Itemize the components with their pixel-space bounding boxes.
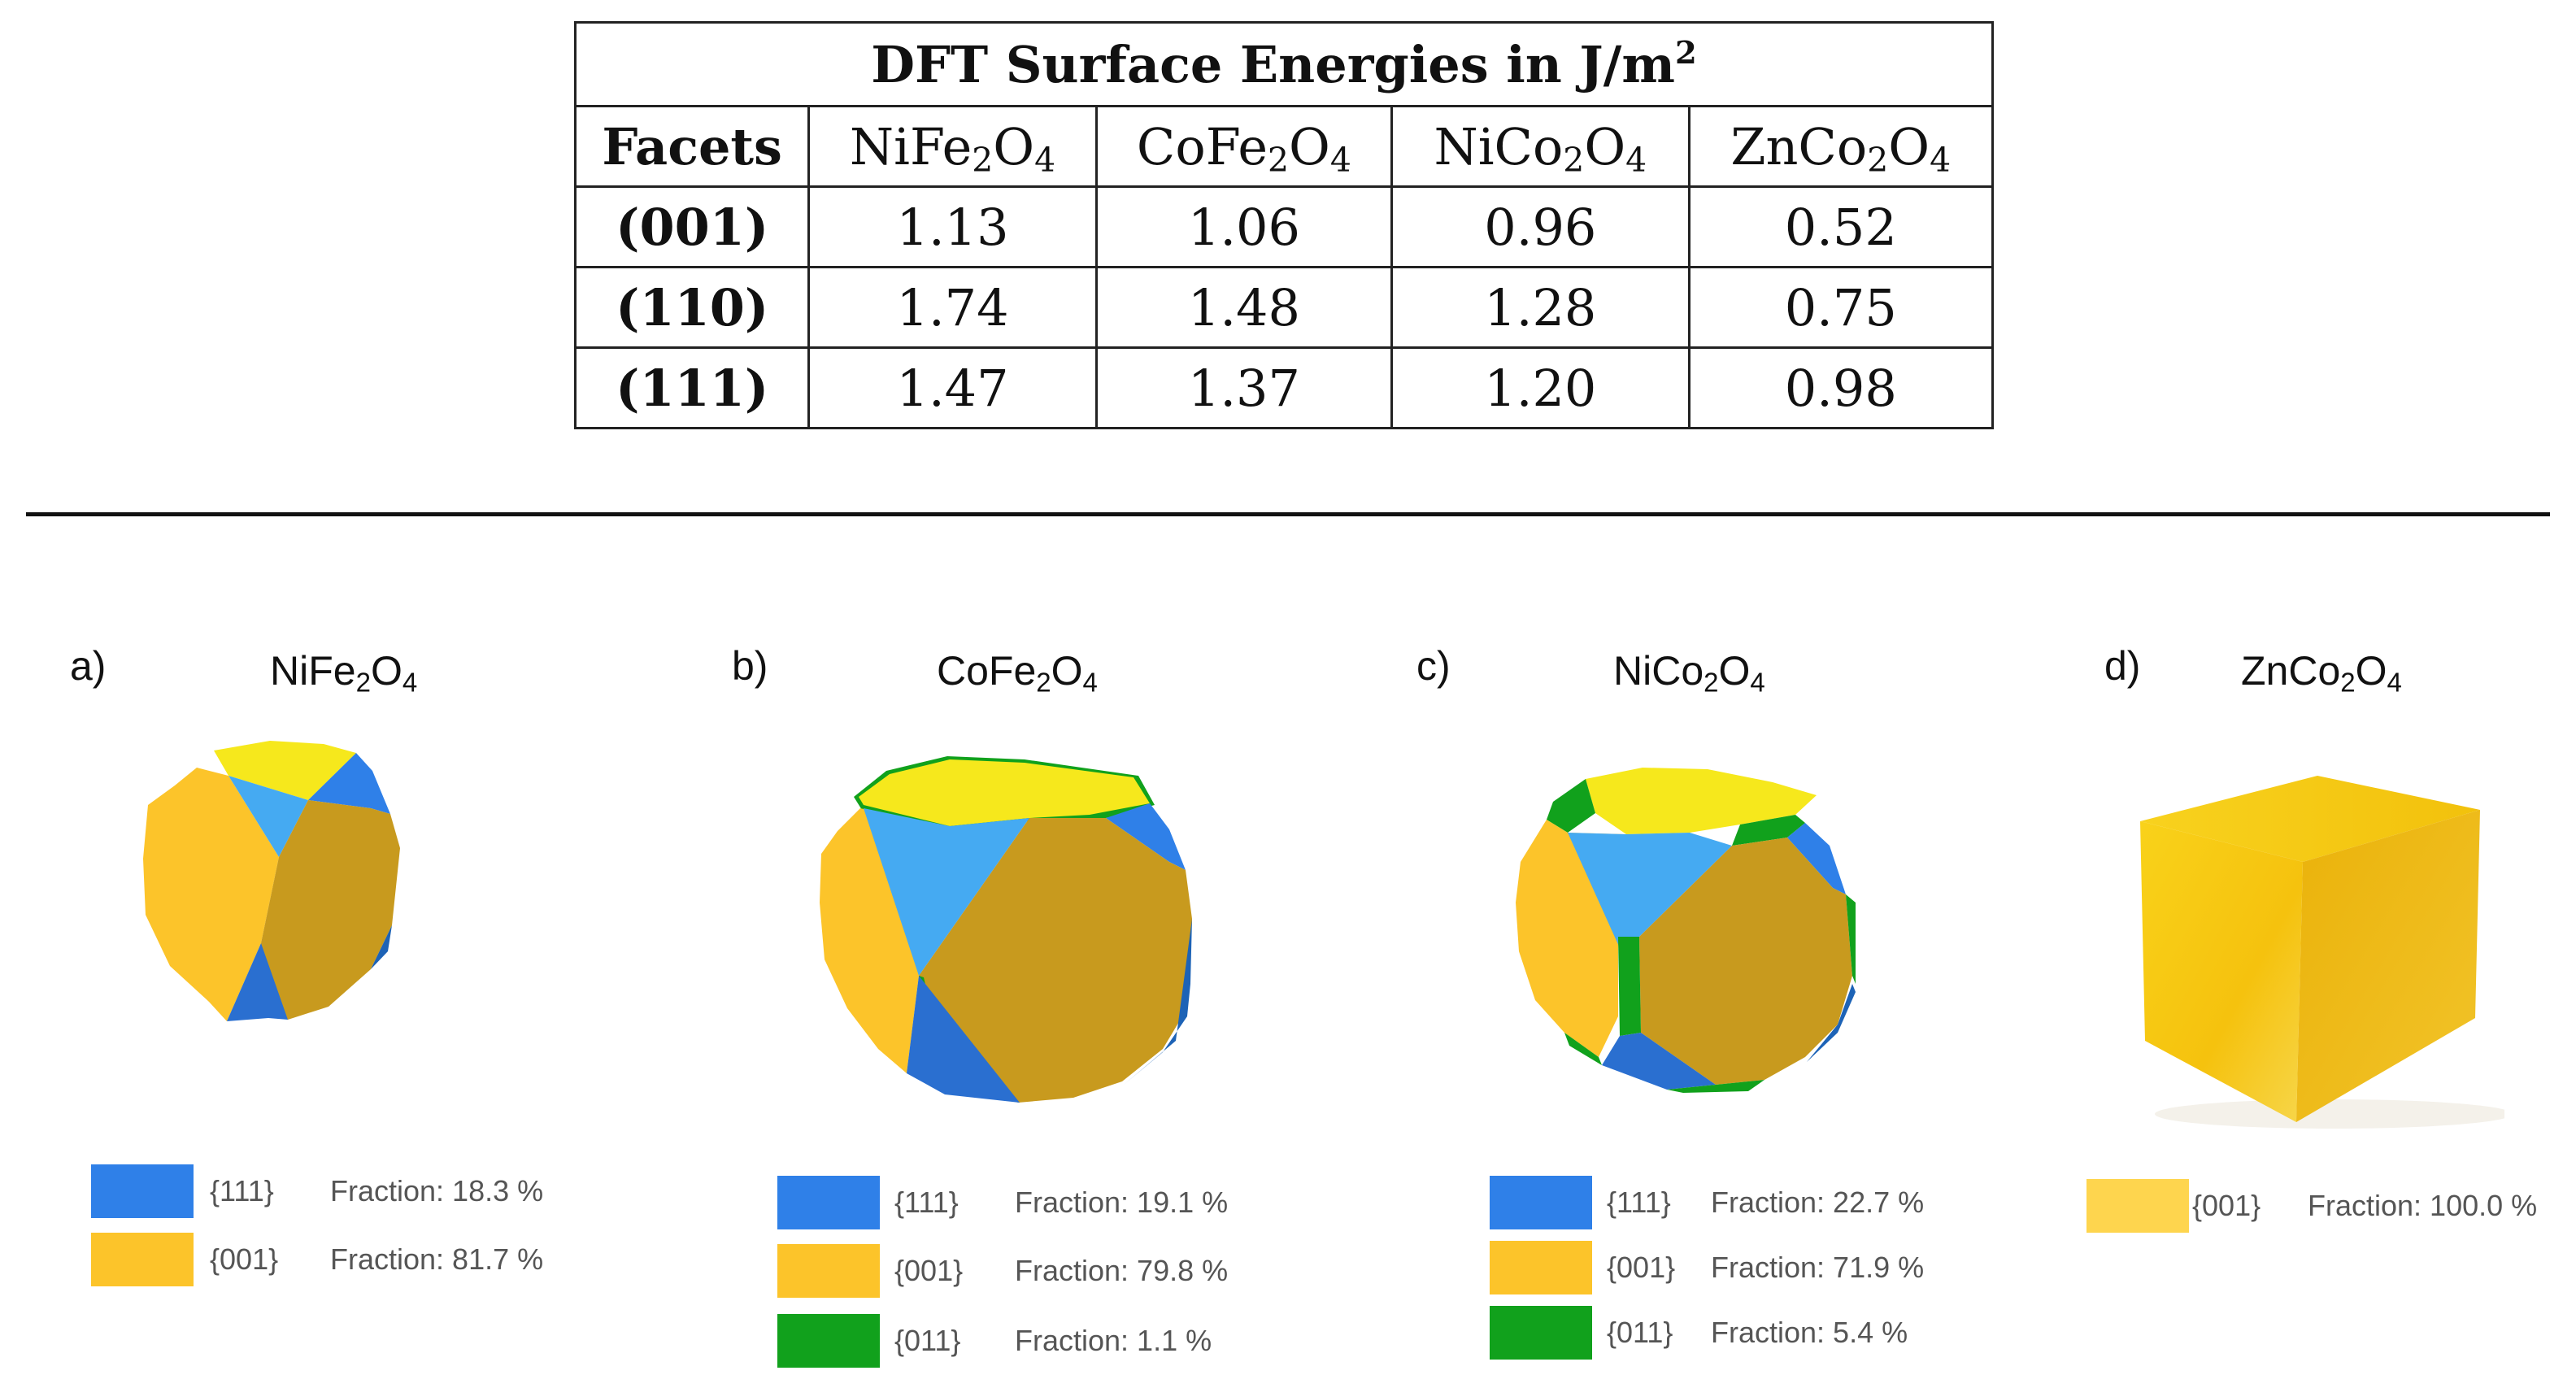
energy-cell: 1.28 xyxy=(1390,266,1690,349)
legend-fraction-label: Fraction: 71.9 % xyxy=(1711,1251,1925,1284)
cube-shadow xyxy=(2155,1099,2504,1129)
facet-011-left-vertical xyxy=(1618,937,1641,1036)
header-znco2o4: ZnCo2O4 xyxy=(1687,105,1995,188)
legend-facet-label: {001} xyxy=(894,1254,964,1287)
panel-d-title: ZnCo2O4 xyxy=(2241,648,2402,698)
legend-facet-label: {011} xyxy=(1607,1316,1673,1349)
facet-001-front xyxy=(1639,838,1852,1085)
energy-cell: 0.96 xyxy=(1390,185,1690,268)
facet-001-front xyxy=(261,800,400,1020)
legend-fraction-label: Fraction: 22.7 % xyxy=(1711,1186,1925,1219)
legend-facet-label: {001} xyxy=(2192,1189,2261,1222)
table-row: (111) 1.47 1.37 1.20 0.98 xyxy=(573,346,1995,429)
legend-fraction-label: Fraction: 19.1 % xyxy=(1015,1186,1229,1219)
table-header-row: Facets NiFe2O4 CoFe2O4 NiCo2O4 ZnCo2O4 xyxy=(573,105,1995,188)
table-title-row: DFT Surface Energies in J/m2 xyxy=(574,21,1994,107)
cube-top-face xyxy=(2140,776,2480,862)
facet-011-right-vertical xyxy=(1846,894,1856,984)
panel-b-title: CoFe2O4 xyxy=(937,648,1098,698)
panel-c-title: NiCo2O4 xyxy=(1613,648,1765,698)
legend-swatch xyxy=(777,1176,880,1229)
energy-cell: 1.20 xyxy=(1390,346,1690,429)
legend-swatch xyxy=(1490,1306,1592,1360)
legend-swatch xyxy=(777,1314,880,1368)
energy-cell: 1.48 xyxy=(1094,266,1394,349)
facet-011-top-left xyxy=(1547,779,1595,833)
energy-cell: 1.06 xyxy=(1094,185,1394,268)
facet-011-top-right xyxy=(1732,815,1805,846)
table-title: DFT Surface Energies in J/m2 xyxy=(574,21,1994,107)
nife2o4-crystal-shape xyxy=(143,741,400,1021)
nico2o4-crystal-shape xyxy=(1516,768,1856,1093)
legend-facet-label: {111} xyxy=(894,1186,959,1219)
panel-d-letter: d) xyxy=(2104,643,2141,689)
znco2o4-cube-shape xyxy=(2140,776,2504,1129)
energy-cell: 1.13 xyxy=(807,185,1098,268)
facet-001-top xyxy=(214,741,356,800)
surface-energy-table: DFT Surface Energies in J/m2 Facets NiFe… xyxy=(573,21,1995,429)
facet-001-top xyxy=(1586,768,1817,834)
facet-001-front xyxy=(919,818,1192,1103)
section-divider xyxy=(26,512,2550,516)
facet-111-upper-left xyxy=(228,776,308,857)
facet-111-lower-right xyxy=(371,925,392,969)
facet-111-lower-left xyxy=(1602,1033,1716,1090)
legend-facet-label: {011} xyxy=(894,1324,961,1357)
legend-swatch xyxy=(1490,1241,1592,1294)
legend-fraction-label: Fraction: 81.7 % xyxy=(330,1242,544,1276)
panel-c-letter: c) xyxy=(1416,643,1451,689)
facet-111-upper-right xyxy=(1787,823,1846,894)
facet-111-upper-left xyxy=(1568,833,1732,948)
energy-cell: 0.98 xyxy=(1687,346,1995,429)
legend-swatch xyxy=(91,1164,194,1218)
facet-111-upper-right xyxy=(1106,803,1186,870)
facet-011-bottom xyxy=(1667,1080,1764,1093)
legend-facet-label: {001} xyxy=(210,1242,279,1276)
cube-left-face xyxy=(2140,821,2303,1122)
table-row: (110) 1.74 1.48 1.28 0.75 xyxy=(573,266,1995,349)
legend-fraction-label: Fraction: 18.3 % xyxy=(330,1174,544,1207)
cube-right-face xyxy=(2296,810,2480,1122)
header-nico2o4: NiCo2O4 xyxy=(1390,105,1690,188)
energy-cell: 1.37 xyxy=(1094,346,1394,429)
legend-swatch xyxy=(777,1244,880,1298)
legend-swatch xyxy=(2086,1179,2189,1233)
energy-cell: 0.75 xyxy=(1687,266,1995,349)
facet-cell: (110) xyxy=(573,266,811,349)
facet-111-upper-right xyxy=(308,753,390,814)
facet-cell: (001) xyxy=(573,185,811,268)
header-nife2o4: NiFe2O4 xyxy=(807,105,1098,188)
energy-cell: 1.74 xyxy=(807,266,1098,349)
legend-fraction-label: Fraction: 1.1 % xyxy=(1015,1324,1212,1357)
cofe2o4-crystal-shape xyxy=(820,756,1192,1103)
energy-cell: 0.52 xyxy=(1687,185,1995,268)
panel-a-letter: a) xyxy=(70,643,107,689)
table-row: (001) 1.13 1.06 0.96 0.52 xyxy=(573,185,1995,268)
facet-111-lower-right xyxy=(1807,984,1856,1062)
legend-facet-label: {001} xyxy=(1607,1251,1676,1284)
legend-facet-label: {111} xyxy=(210,1174,274,1207)
legend-fraction-label: Fraction: 79.8 % xyxy=(1015,1254,1229,1287)
panel-b-letter: b) xyxy=(732,643,768,689)
energy-cell: 1.47 xyxy=(807,346,1098,429)
facet-011-bottom-left xyxy=(1564,1033,1602,1065)
facet-001-left xyxy=(143,768,279,1021)
legend-facet-label: {111} xyxy=(1607,1186,1671,1219)
header-facets: Facets xyxy=(573,105,811,188)
facet-111-upper-left xyxy=(864,808,1029,976)
panel-a-title: NiFe2O4 xyxy=(270,648,418,698)
facet-111-lower-left xyxy=(907,976,1020,1103)
legend-swatch xyxy=(91,1233,194,1286)
header-cofe2o4: CoFe2O4 xyxy=(1094,105,1394,188)
facet-111-lower-left xyxy=(227,943,288,1021)
legend-fraction-label: Fraction: 100.0 % xyxy=(2308,1189,2538,1222)
facet-001-top xyxy=(859,759,1150,826)
legend-swatch xyxy=(1490,1176,1592,1229)
facet-cell: (111) xyxy=(573,346,811,429)
legend-fraction-label: Fraction: 5.4 % xyxy=(1711,1316,1908,1349)
